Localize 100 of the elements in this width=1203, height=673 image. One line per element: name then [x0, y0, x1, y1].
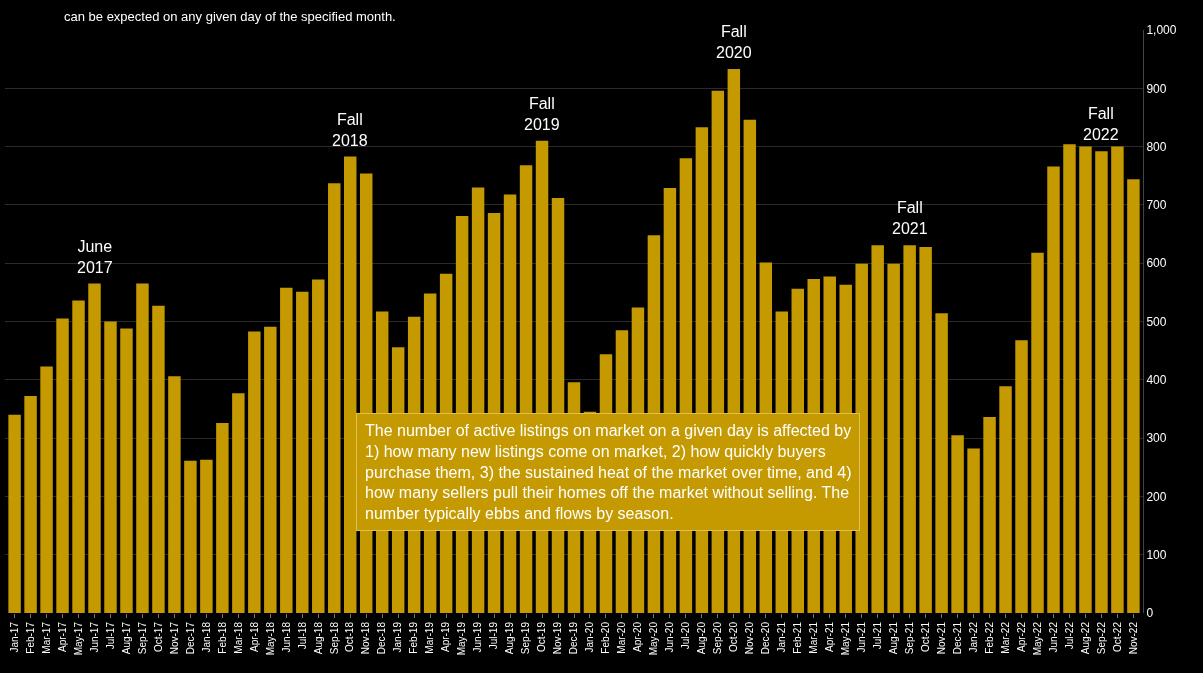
bar [88, 283, 101, 613]
bar [999, 386, 1012, 613]
y-tick-label: 200 [1146, 489, 1167, 504]
x-tick-label: Mar-18 [232, 621, 244, 654]
bar [1127, 179, 1140, 613]
y-tick-label: 300 [1146, 431, 1167, 446]
y-tick-label: 600 [1146, 256, 1167, 271]
bar [951, 435, 964, 613]
x-tick-label: Sep-19 [520, 621, 532, 655]
x-tick-label: Oct-21 [919, 621, 931, 653]
y-tick-label: 400 [1146, 373, 1167, 387]
x-tick-label: Jul-18 [296, 621, 308, 650]
x-tick-label: Nov-17 [168, 621, 180, 655]
y-tick-label: 800 [1146, 139, 1167, 154]
x-tick-label: Nov-19 [552, 621, 564, 655]
annotation: The number of active listings on market on a given day is affected by 1) how many new listings come on market, 2) how quickly buyers purchase them, 3) the sustained heat of the market over time, and 4) how many sellers pull their homes off the market without selling. The number typically ebbs and flows by season. [365, 422, 852, 523]
x-tick-label: Oct-17 [152, 621, 164, 653]
annotation: Fall 2018 [332, 111, 368, 149]
x-tick-label: Jun-21 [855, 621, 867, 653]
x-tick-label: Oct-19 [536, 621, 548, 653]
y-tick-label: 1,000 [1146, 23, 1177, 38]
annotation: Fall 2022 [1083, 105, 1119, 143]
bar [24, 396, 37, 613]
x-tick-label: Feb-22 [983, 621, 995, 654]
x-tick-label: May-21 [839, 621, 851, 656]
x-tick-label: Jan-18 [200, 621, 212, 653]
x-tick-label: Aug-19 [504, 621, 516, 655]
bar [104, 321, 117, 613]
x-tick-label: Oct-18 [344, 621, 356, 653]
bar [168, 376, 181, 613]
x-tick-label: Jun-17 [88, 621, 100, 653]
bar [232, 393, 245, 613]
bar [887, 263, 900, 613]
x-tick-label: May-22 [1031, 621, 1043, 656]
y-tick-label: 0 [1146, 606, 1154, 621]
bar [184, 460, 197, 613]
x-tick-label: Aug-18 [312, 621, 324, 655]
x-tick-label: Jul-21 [871, 621, 883, 650]
bar [280, 287, 293, 613]
annotation: Fall 2020 [716, 23, 752, 61]
x-tick-label: Dec-18 [376, 621, 388, 655]
bar [296, 291, 309, 613]
x-tick-label: May-20 [648, 621, 660, 656]
x-tick-label: Jul-20 [680, 621, 692, 650]
x-tick-label: May-19 [456, 621, 468, 656]
bar [312, 279, 325, 613]
x-tick-label: Mar-17 [40, 621, 52, 654]
bar [248, 331, 261, 613]
x-tick-label: Mar-22 [999, 621, 1011, 654]
x-tick-label: Apr-17 [56, 621, 68, 653]
bar [1063, 144, 1076, 613]
x-tick-label: Apr-19 [440, 621, 452, 653]
bar [56, 318, 69, 613]
bar [40, 366, 53, 613]
x-tick-label: Jul-17 [104, 621, 116, 650]
bar [200, 459, 213, 613]
x-tick-label: Sep-20 [712, 621, 724, 655]
bar [264, 326, 277, 613]
x-tick-label: Apr-21 [823, 621, 835, 653]
x-tick-label: Apr-20 [632, 621, 644, 653]
x-tick-label: Jun-19 [472, 621, 484, 653]
x-tick-label: Jul-19 [488, 621, 500, 650]
bar [120, 328, 133, 613]
x-tick-label: May-18 [264, 621, 276, 656]
x-tick-label: Feb-18 [216, 621, 228, 654]
x-tick-label: Dec-17 [184, 621, 196, 655]
x-tick-label: Feb-19 [408, 621, 420, 654]
bar [983, 417, 996, 613]
annotation: June 2017 [77, 238, 113, 276]
x-tick-label: Dec-20 [760, 621, 772, 655]
x-tick-label: Nov-20 [744, 621, 756, 655]
x-tick-label: Jun-22 [1047, 621, 1059, 653]
x-tick-label: Aug-20 [696, 621, 708, 655]
x-tick-label: Aug-22 [1079, 621, 1091, 655]
x-tick-label: Oct-22 [1111, 621, 1123, 653]
bar [328, 183, 341, 613]
x-tick-label: Mar-19 [424, 621, 436, 654]
x-tick-label: Jan-19 [392, 621, 404, 653]
bar [152, 305, 165, 613]
x-tick-label: Apr-22 [1015, 621, 1027, 653]
bar [216, 422, 229, 613]
x-tick-label: Oct-20 [728, 621, 740, 653]
bar [72, 300, 85, 613]
x-tick-label: Mar-20 [616, 621, 628, 654]
x-tick-label: Mar-21 [808, 621, 819, 654]
y-tick-label: 100 [1146, 547, 1167, 562]
bar [919, 246, 932, 613]
x-tick-label: Feb-17 [24, 621, 36, 654]
bar [1079, 146, 1092, 613]
x-tick-label: Nov-21 [935, 621, 947, 655]
x-tick-label: Dec-19 [568, 621, 580, 655]
bar [1047, 166, 1060, 613]
x-tick-label: Aug-21 [887, 621, 899, 655]
y-tick-label: 500 [1146, 314, 1167, 329]
x-tick-label: Jun-18 [280, 621, 292, 653]
x-tick-label: Jan-17 [8, 621, 20, 653]
bar [967, 448, 980, 613]
x-tick-label: Dec-21 [951, 621, 963, 655]
bar [1015, 340, 1028, 613]
bar [136, 283, 149, 613]
